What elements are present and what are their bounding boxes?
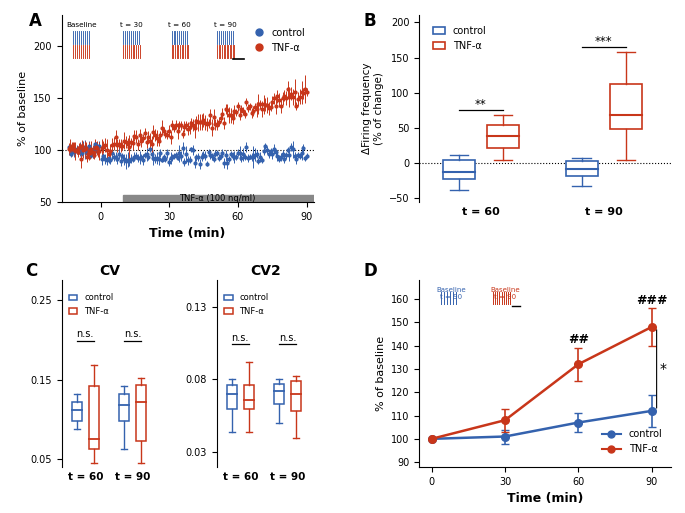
Bar xyxy=(274,384,284,404)
Text: n.s.: n.s. xyxy=(124,329,141,340)
Text: n.s.: n.s. xyxy=(279,333,297,344)
Bar xyxy=(610,84,642,129)
Text: t = 60: t = 60 xyxy=(169,22,191,28)
Legend: control, TNF-α: control, TNF-α xyxy=(429,22,490,55)
Bar xyxy=(123,194,314,202)
Text: Baseline
t = 90: Baseline t = 90 xyxy=(490,287,520,300)
Text: Baseline: Baseline xyxy=(66,22,97,28)
Bar xyxy=(136,385,147,441)
Y-axis label: % of baseline: % of baseline xyxy=(18,71,28,146)
Legend: control, TNF-α: control, TNF-α xyxy=(221,290,272,319)
Bar xyxy=(88,386,99,449)
Bar xyxy=(119,394,129,421)
Y-axis label: % of baseline: % of baseline xyxy=(375,336,386,411)
Bar xyxy=(291,381,301,411)
Text: A: A xyxy=(29,12,42,30)
Legend: control, TNF-α: control, TNF-α xyxy=(251,24,309,56)
Text: Baseline
t = 90: Baseline t = 90 xyxy=(436,287,466,300)
Text: n.s.: n.s. xyxy=(77,329,94,340)
Bar xyxy=(487,125,519,148)
Text: B: B xyxy=(364,12,377,30)
Title: CV: CV xyxy=(99,264,121,278)
Bar xyxy=(566,161,597,176)
Bar xyxy=(71,402,82,421)
X-axis label: Time (min): Time (min) xyxy=(507,492,584,505)
Text: **: ** xyxy=(475,98,487,111)
Text: t = 90: t = 90 xyxy=(214,22,237,28)
Legend: control, TNF-α: control, TNF-α xyxy=(66,290,116,319)
Text: *: * xyxy=(659,362,666,376)
Text: TNF-α (100 ng/ml): TNF-α (100 ng/ml) xyxy=(179,194,256,203)
Text: ***: *** xyxy=(595,35,612,48)
Text: ###: ### xyxy=(636,293,667,307)
Text: n.s.: n.s. xyxy=(232,333,249,344)
Bar xyxy=(443,160,475,180)
Bar xyxy=(227,385,237,408)
Text: C: C xyxy=(25,262,37,280)
Text: t = 30: t = 30 xyxy=(120,22,143,28)
Legend: control, TNF-α: control, TNF-α xyxy=(598,426,667,458)
Title: CV2: CV2 xyxy=(250,264,280,278)
Text: D: D xyxy=(364,262,377,280)
Text: ##: ## xyxy=(568,333,589,346)
Bar xyxy=(244,385,254,408)
Y-axis label: ΔFiring frequency
(% of change): ΔFiring frequency (% of change) xyxy=(362,63,384,154)
X-axis label: Time (min): Time (min) xyxy=(149,227,226,240)
